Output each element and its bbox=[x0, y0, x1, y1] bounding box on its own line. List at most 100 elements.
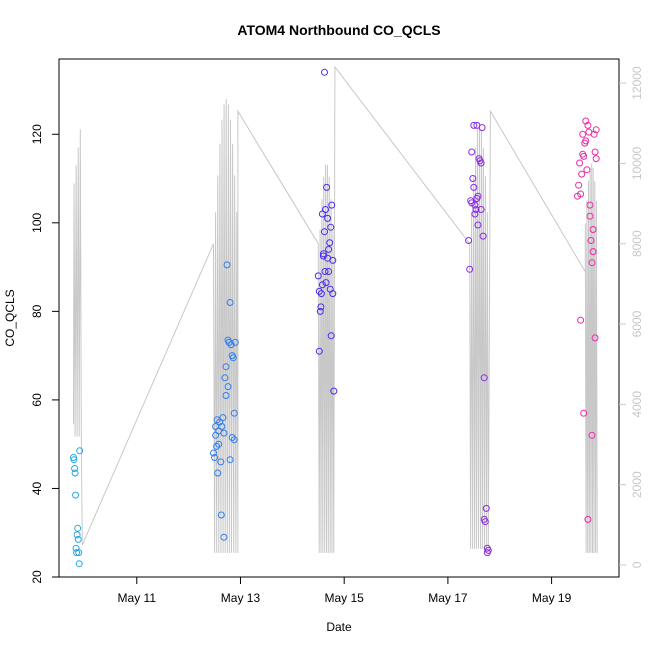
axes-layer: May 11 May 13 May 15 May 17 May 19 20 40 60 80 10… bbox=[30, 66, 644, 605]
data-point bbox=[217, 511, 225, 519]
data-point bbox=[327, 223, 335, 231]
y-axis-label: CO_QCLS bbox=[3, 289, 17, 346]
data-point bbox=[222, 392, 230, 399]
data-point bbox=[582, 137, 590, 145]
data-point bbox=[480, 515, 488, 523]
data-point bbox=[228, 434, 236, 441]
data-point bbox=[576, 159, 584, 167]
data-point bbox=[584, 515, 592, 523]
data-point bbox=[230, 436, 238, 444]
data-point bbox=[221, 374, 229, 382]
data-point bbox=[323, 183, 331, 191]
data-point bbox=[584, 121, 592, 129]
data-point bbox=[214, 469, 222, 477]
data-point bbox=[471, 210, 479, 218]
data-point bbox=[226, 456, 234, 464]
chart-title: ATOM4 Northbound CO_QCLS bbox=[237, 22, 440, 38]
data-point bbox=[586, 201, 594, 209]
data-point bbox=[224, 383, 232, 391]
data-point bbox=[477, 206, 485, 213]
data-point bbox=[480, 374, 488, 382]
data-point bbox=[322, 279, 330, 287]
data-point bbox=[583, 166, 591, 174]
data-point bbox=[582, 117, 590, 125]
x-tick-label: May 13 bbox=[221, 591, 261, 605]
y-tick-label: 40 bbox=[30, 481, 44, 495]
data-point bbox=[325, 245, 333, 253]
data-point bbox=[74, 524, 82, 532]
data-point bbox=[321, 268, 329, 275]
data-point bbox=[470, 183, 478, 191]
y2-tick-label: 8000 bbox=[630, 230, 644, 257]
data-point bbox=[222, 363, 230, 371]
y2-tick-label: 10000 bbox=[630, 146, 644, 180]
data-point bbox=[211, 454, 219, 461]
data-point bbox=[326, 239, 334, 247]
data-point bbox=[212, 431, 220, 439]
data-point bbox=[321, 68, 328, 76]
data-point bbox=[579, 150, 587, 158]
data-point bbox=[75, 560, 83, 568]
data-point bbox=[577, 316, 585, 324]
data-point bbox=[70, 456, 78, 464]
data-point bbox=[73, 531, 81, 539]
data-point bbox=[591, 148, 599, 156]
x-tick-label: May 19 bbox=[532, 591, 572, 605]
plot-frame bbox=[58, 58, 620, 578]
data-point bbox=[575, 181, 583, 189]
data-point bbox=[230, 409, 238, 417]
data-point bbox=[317, 303, 325, 311]
data-point bbox=[231, 338, 239, 346]
data-point bbox=[213, 442, 221, 450]
data-point bbox=[318, 281, 326, 289]
data-point bbox=[328, 201, 336, 209]
data-point bbox=[76, 447, 84, 455]
data-point bbox=[473, 121, 481, 129]
data-point bbox=[73, 549, 81, 557]
data-point bbox=[477, 159, 485, 167]
data-point bbox=[217, 458, 225, 466]
data-point bbox=[474, 221, 482, 229]
data-point bbox=[578, 170, 586, 178]
y2-tick-label: 0 bbox=[630, 561, 644, 568]
data-point bbox=[318, 210, 326, 218]
data-point bbox=[577, 190, 585, 198]
data-point bbox=[226, 299, 234, 306]
x-tick-label: May 17 bbox=[428, 591, 468, 605]
data-point bbox=[588, 431, 596, 439]
y-tick-label: 120 bbox=[30, 124, 44, 144]
data-point bbox=[315, 347, 323, 355]
points-layer bbox=[70, 68, 600, 568]
x-tick-label: May 11 bbox=[118, 591, 157, 605]
data-point bbox=[469, 175, 477, 182]
data-point bbox=[592, 126, 600, 134]
data-point bbox=[324, 254, 332, 262]
data-point bbox=[316, 307, 324, 315]
data-point bbox=[317, 290, 325, 298]
data-point bbox=[590, 130, 598, 138]
data-point bbox=[587, 237, 595, 244]
data-point bbox=[74, 535, 82, 543]
data-point bbox=[224, 336, 232, 344]
right-axis-line-layer bbox=[73, 65, 598, 553]
y2-tick-label: 2000 bbox=[630, 471, 644, 498]
data-point bbox=[465, 237, 473, 244]
data-point bbox=[466, 265, 474, 273]
data-point bbox=[71, 469, 79, 477]
y2-tick-label: 4000 bbox=[630, 391, 644, 418]
data-point bbox=[329, 290, 337, 298]
data-point bbox=[588, 259, 596, 267]
data-point bbox=[472, 206, 480, 213]
data-point bbox=[215, 440, 223, 448]
data-point bbox=[591, 334, 599, 342]
data-point bbox=[483, 549, 491, 557]
data-point bbox=[213, 416, 221, 424]
data-point bbox=[319, 250, 327, 258]
data-point bbox=[229, 354, 237, 362]
y2-tick-label: 12000 bbox=[630, 66, 644, 100]
data-point bbox=[314, 272, 322, 280]
y-tick-label: 20 bbox=[30, 570, 44, 584]
data-point bbox=[319, 252, 327, 260]
